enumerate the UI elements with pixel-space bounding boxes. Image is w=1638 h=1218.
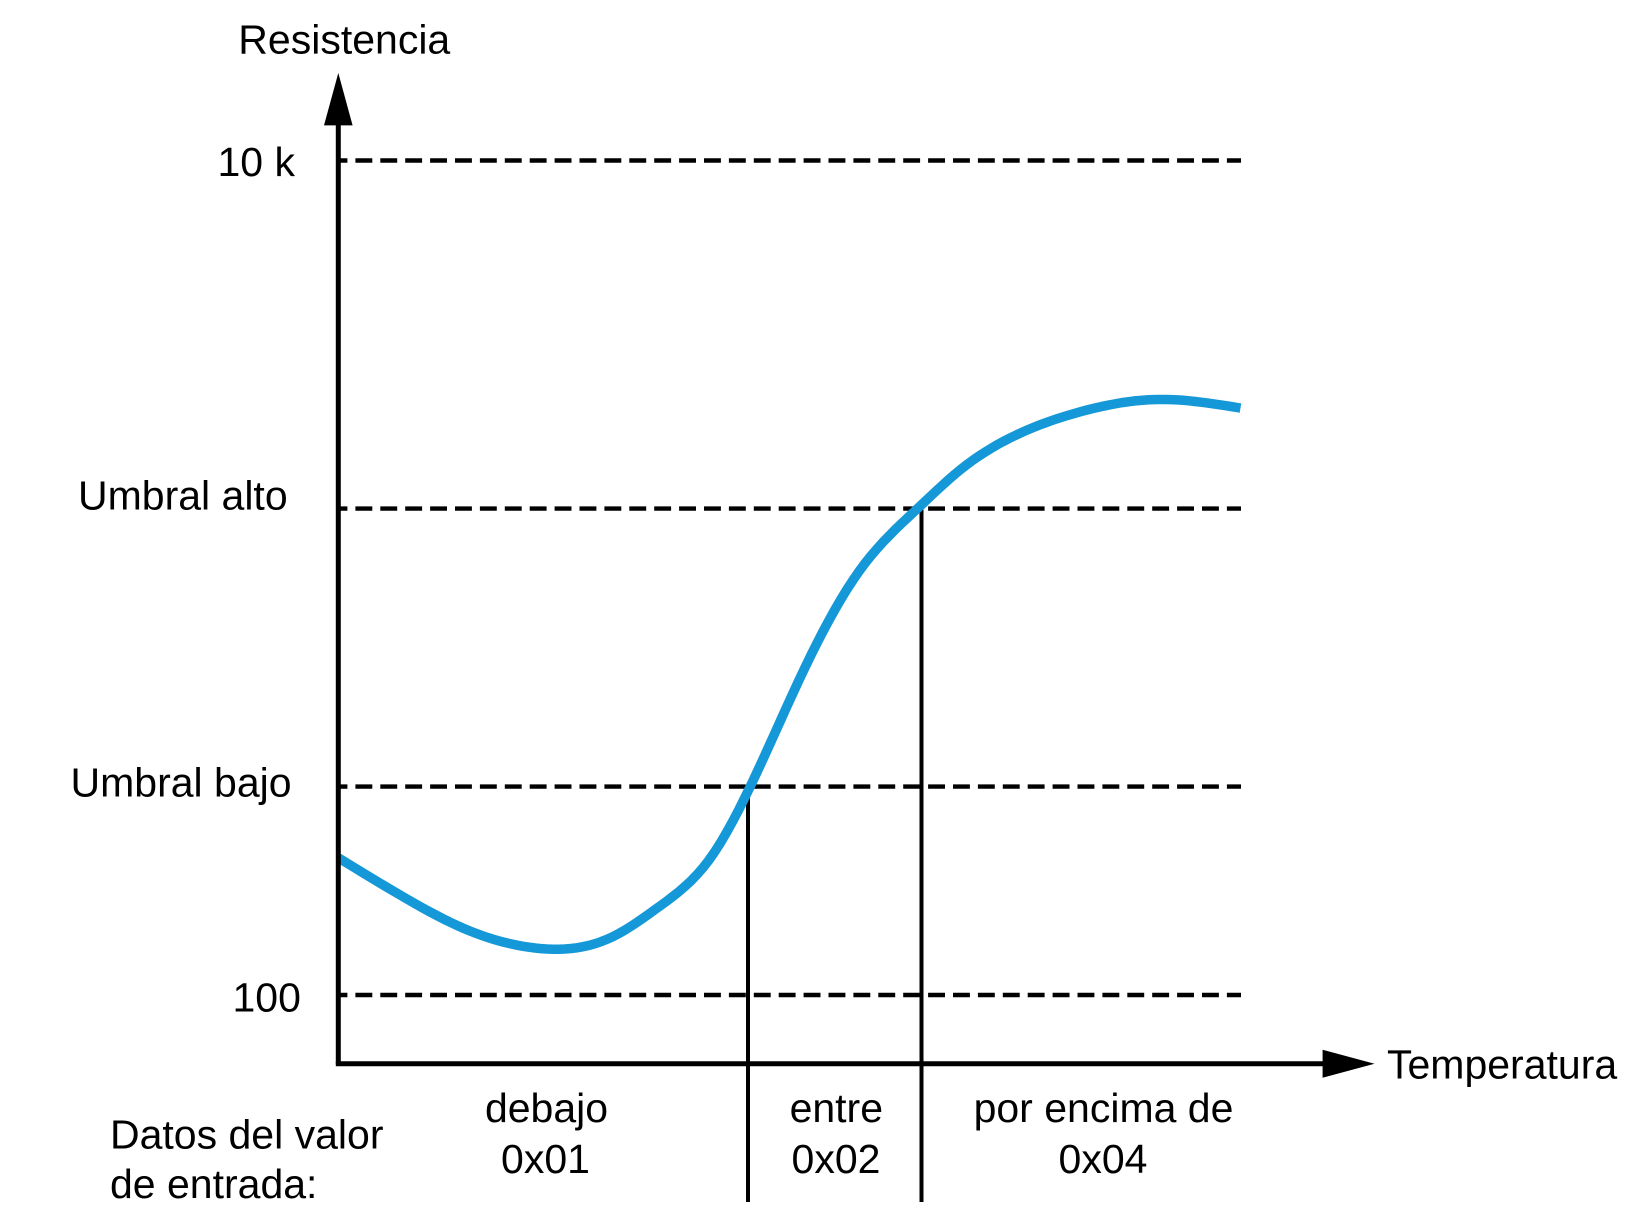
svg-text:Temperatura: Temperatura: [1387, 1042, 1617, 1088]
svg-text:0x02: 0x02: [792, 1136, 881, 1182]
svg-text:Umbral bajo: Umbral bajo: [71, 759, 292, 805]
svg-text:Resistencia: Resistencia: [238, 17, 450, 63]
svg-text:10 k: 10 k: [218, 139, 296, 185]
svg-text:debajo: debajo: [485, 1085, 608, 1131]
svg-text:Umbral alto: Umbral alto: [78, 473, 288, 519]
svg-text:0x01: 0x01: [501, 1136, 590, 1182]
svg-text:por encima de: por encima de: [974, 1085, 1234, 1131]
svg-text:100: 100: [233, 974, 301, 1020]
svg-text:de entrada:: de entrada:: [110, 1161, 317, 1207]
svg-text:Datos del valor: Datos del valor: [110, 1112, 383, 1158]
svg-text:entre: entre: [790, 1085, 883, 1131]
svg-text:0x04: 0x04: [1059, 1136, 1148, 1182]
